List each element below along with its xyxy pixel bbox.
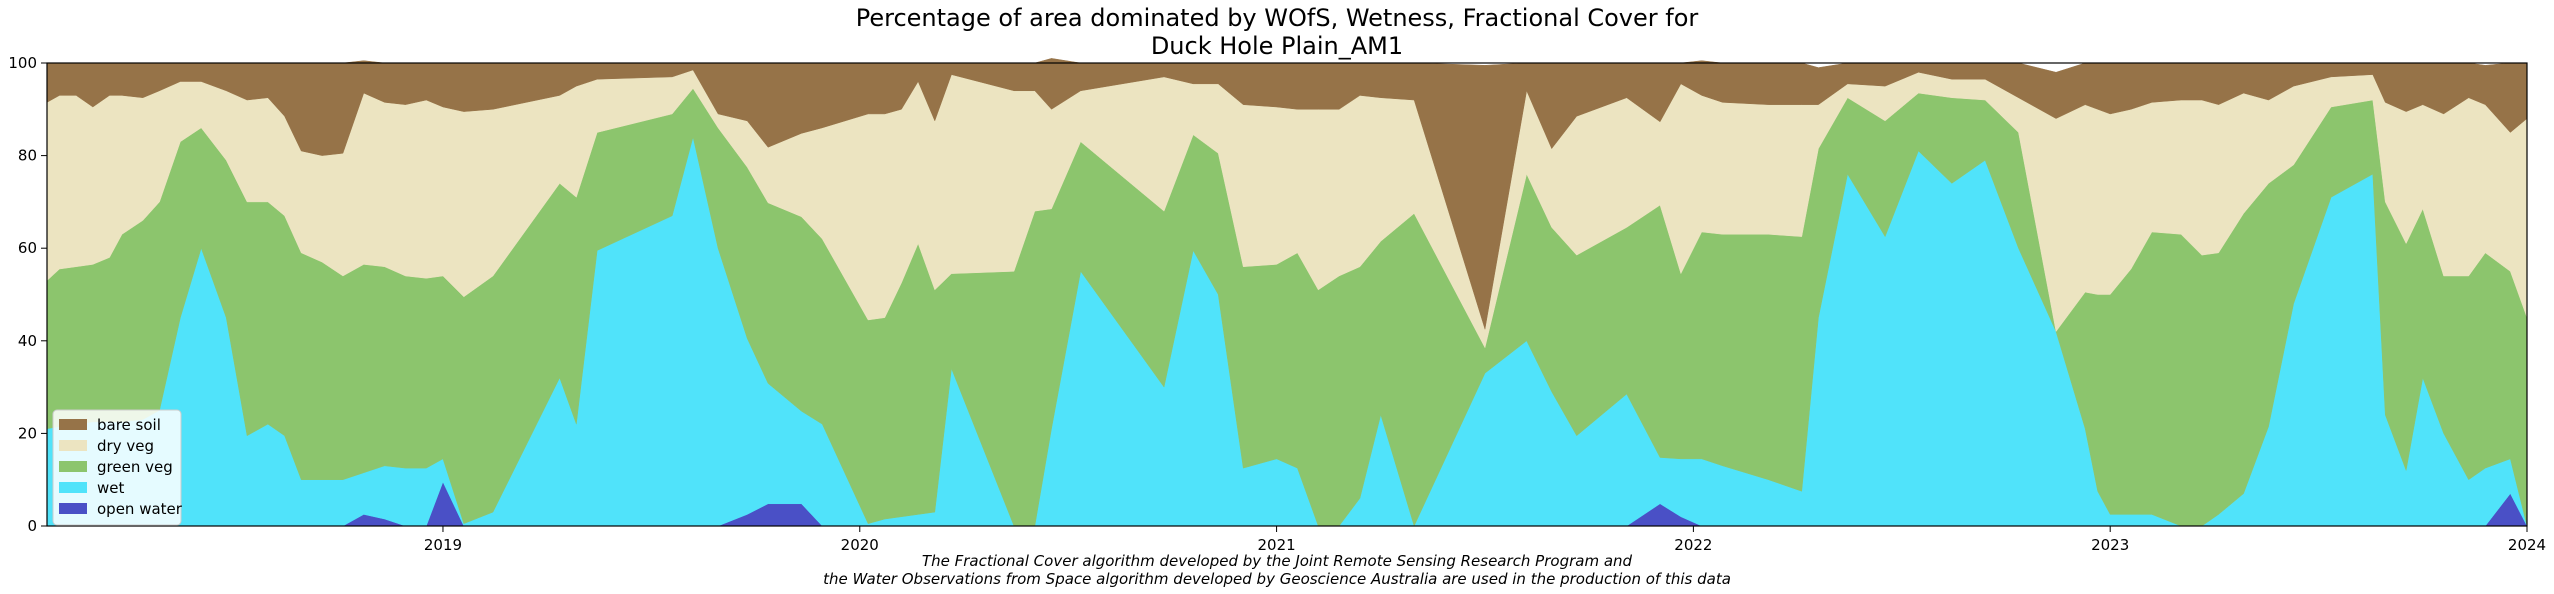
footnote-line-1: The Fractional Cover algorithm developed…: [921, 552, 1633, 570]
y-tick-label: 40: [18, 332, 37, 350]
legend-label-open-water: open water: [97, 500, 183, 518]
legend-label-dry-veg: dry veg: [97, 437, 154, 455]
x-tick-label: 2022: [1674, 536, 1712, 554]
x-tick-label: 2021: [1257, 536, 1295, 554]
stacked-areas: [46, 58, 2528, 527]
y-tick-label: 60: [18, 239, 37, 257]
legend: bare soil dry veg green veg wet open water: [52, 409, 183, 526]
y-tick-label: 100: [8, 54, 37, 72]
footnote-line-2: the Water Observations from Space algori…: [823, 570, 1731, 588]
legend-label-bare-soil: bare soil: [97, 416, 161, 434]
legend-swatch-wet: [59, 482, 87, 493]
legend-label-wet: wet: [97, 479, 124, 497]
y-tick-label: 80: [18, 147, 37, 165]
legend-swatch-open-water: [59, 503, 87, 514]
y-tick-label: 0: [27, 517, 37, 535]
x-tick-label: 2020: [841, 536, 879, 554]
chart-title-line-1: Percentage of area dominated by WOfS, We…: [855, 4, 1699, 32]
chart-title-line-2: Duck Hole Plain_AM1: [1150, 32, 1404, 60]
y-tick-label: 20: [18, 424, 37, 442]
x-axis: 2019 2020 2021 2022 2023 2024: [424, 526, 2546, 554]
y-axis: 0 20 40 60 80 100: [8, 54, 47, 535]
x-tick-label: 2023: [2091, 536, 2129, 554]
plot-frame: [46, 62, 2528, 527]
legend-swatch-dry-veg: [59, 440, 87, 451]
legend-label-green-veg: green veg: [97, 458, 173, 476]
x-tick-label: 2024: [2508, 536, 2546, 554]
x-tick-label: 2019: [424, 536, 462, 554]
legend-box: [52, 409, 182, 526]
legend-swatch-green-veg: [59, 461, 87, 472]
legend-swatch-bare-soil: [59, 419, 87, 430]
